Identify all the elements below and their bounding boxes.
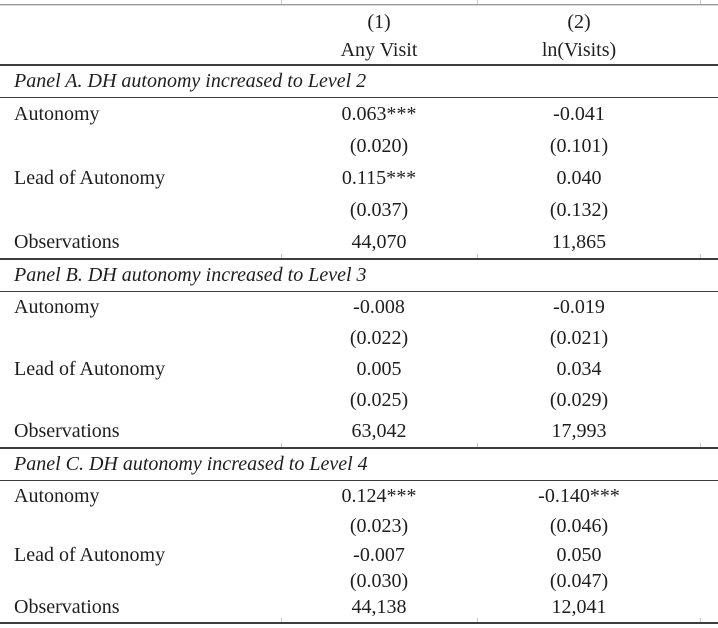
header-row-numbers: (1) (2) bbox=[0, 6, 718, 36]
header-spacer bbox=[0, 34, 281, 36]
col2-value: 11,865 bbox=[551, 230, 607, 253]
gridline-tick bbox=[477, 443, 478, 447]
header-spacer bbox=[0, 62, 281, 64]
col2-value: 17,993 bbox=[551, 420, 607, 442]
gridline-tick bbox=[281, 443, 282, 447]
horizontal-rule bbox=[0, 96, 718, 98]
table-row: (0.023) (0.046) bbox=[0, 511, 718, 541]
col2-value: (0.029) bbox=[549, 389, 609, 411]
table-row: Lead of Autonomy 0.005 0.034 bbox=[0, 354, 718, 385]
any-visit-header: Any Visit bbox=[340, 39, 418, 61]
row-label: Autonomy bbox=[14, 296, 100, 318]
horizontal-rule bbox=[0, 258, 718, 260]
table-bottom-rule bbox=[0, 622, 718, 624]
table-row: Observations 44,138 12,041 bbox=[0, 593, 718, 622]
table-row: (0.020) (0.101) bbox=[0, 130, 718, 162]
gridline-tick bbox=[477, 618, 478, 622]
col2-value: 0.034 bbox=[556, 358, 602, 380]
gridline-tick bbox=[700, 443, 701, 447]
col2-value: (0.132) bbox=[549, 198, 609, 221]
table-row: Lead of Autonomy 0.115*** 0.040 bbox=[0, 162, 718, 194]
horizontal-rule bbox=[0, 64, 718, 66]
table-top-rule bbox=[0, 4, 718, 6]
col1-value: (0.037) bbox=[349, 198, 409, 221]
col2-value: (0.101) bbox=[549, 134, 609, 157]
row-label: Autonomy bbox=[14, 484, 100, 507]
header-row-labels: Any Visit ln(Visits) bbox=[0, 36, 718, 64]
horizontal-rule bbox=[0, 479, 718, 481]
table-row: (0.022) (0.021) bbox=[0, 323, 718, 354]
row-label: Observations bbox=[14, 420, 120, 442]
col2-value: -0.041 bbox=[553, 102, 605, 125]
col1-value: 44,138 bbox=[351, 596, 407, 618]
panel-c-title: Panel C. DH autonomy increased to Level … bbox=[14, 452, 368, 475]
col1-value: 44,070 bbox=[351, 230, 407, 253]
gridline-tick bbox=[700, 618, 701, 622]
table-row: (0.025) (0.029) bbox=[0, 385, 718, 416]
table-row: Lead of Autonomy -0.007 0.050 bbox=[0, 541, 718, 569]
row-label: Lead of Autonomy bbox=[14, 543, 166, 566]
ln-visits-header: ln(Visits) bbox=[541, 39, 617, 61]
gridline-tick bbox=[700, 254, 701, 258]
panel-a-title: Panel A. DH autonomy increased to Level … bbox=[14, 69, 367, 92]
col1-value: 0.115*** bbox=[341, 166, 417, 189]
col2-value: 0.050 bbox=[556, 543, 602, 566]
col1-value: 63,042 bbox=[351, 420, 407, 442]
col1-value: 0.124*** bbox=[341, 484, 417, 507]
col2-value: -0.140*** bbox=[538, 484, 620, 507]
horizontal-rule bbox=[0, 290, 718, 292]
col1-number-header: (1) bbox=[367, 11, 391, 33]
table-row: Autonomy 0.063*** -0.041 bbox=[0, 98, 718, 130]
panel-c-body: Autonomy 0.124*** -0.140*** (0.023) (0.0… bbox=[0, 481, 718, 622]
col2-value: 12,041 bbox=[551, 596, 607, 618]
col2-value: (0.046) bbox=[549, 514, 609, 537]
gridline-tick bbox=[477, 0, 478, 4]
col1-value: 0.063*** bbox=[341, 102, 417, 125]
col1-value: (0.020) bbox=[349, 134, 409, 157]
col2-value: -0.019 bbox=[553, 296, 605, 318]
table-row: Autonomy -0.008 -0.019 bbox=[0, 292, 718, 323]
col2-value: 0.040 bbox=[556, 166, 602, 189]
table-row: Observations 44,070 11,865 bbox=[0, 226, 718, 258]
gridline-tick bbox=[281, 0, 282, 4]
col1-value: (0.023) bbox=[349, 514, 409, 537]
table-row: (0.030) (0.047) bbox=[0, 569, 718, 593]
panel-b-title: Panel B. DH autonomy increased to Level … bbox=[14, 263, 367, 286]
col1-value: (0.022) bbox=[349, 327, 409, 349]
col2-value: (0.021) bbox=[549, 327, 609, 349]
col1-value: (0.030) bbox=[349, 569, 409, 592]
panel-a-body: Autonomy 0.063*** -0.041 (0.020) (0.101)… bbox=[0, 98, 718, 258]
table-row: Autonomy 0.124*** -0.140*** bbox=[0, 481, 718, 511]
panel-b-body: Autonomy -0.008 -0.019 (0.022) (0.021) L… bbox=[0, 292, 718, 447]
row-label: Observations bbox=[14, 596, 120, 618]
gridline-tick bbox=[281, 618, 282, 622]
table-row: Observations 63,042 17,993 bbox=[0, 416, 718, 447]
row-label: Autonomy bbox=[14, 102, 100, 125]
col1-value: -0.008 bbox=[353, 296, 405, 318]
row-label: Observations bbox=[14, 230, 120, 253]
row-label: Lead of Autonomy bbox=[14, 166, 166, 189]
col2-number-header: (2) bbox=[567, 11, 591, 33]
row-label: Lead of Autonomy bbox=[14, 358, 166, 380]
horizontal-rule bbox=[0, 447, 718, 449]
col2-value: (0.047) bbox=[549, 569, 609, 592]
col1-value: 0.005 bbox=[356, 358, 402, 380]
col1-value: (0.025) bbox=[349, 389, 409, 411]
gridline-tick bbox=[477, 254, 478, 258]
gridline-tick bbox=[281, 254, 282, 258]
gridline-tick bbox=[700, 0, 701, 4]
table-row: (0.037) (0.132) bbox=[0, 194, 718, 226]
col1-value: -0.007 bbox=[353, 543, 405, 566]
